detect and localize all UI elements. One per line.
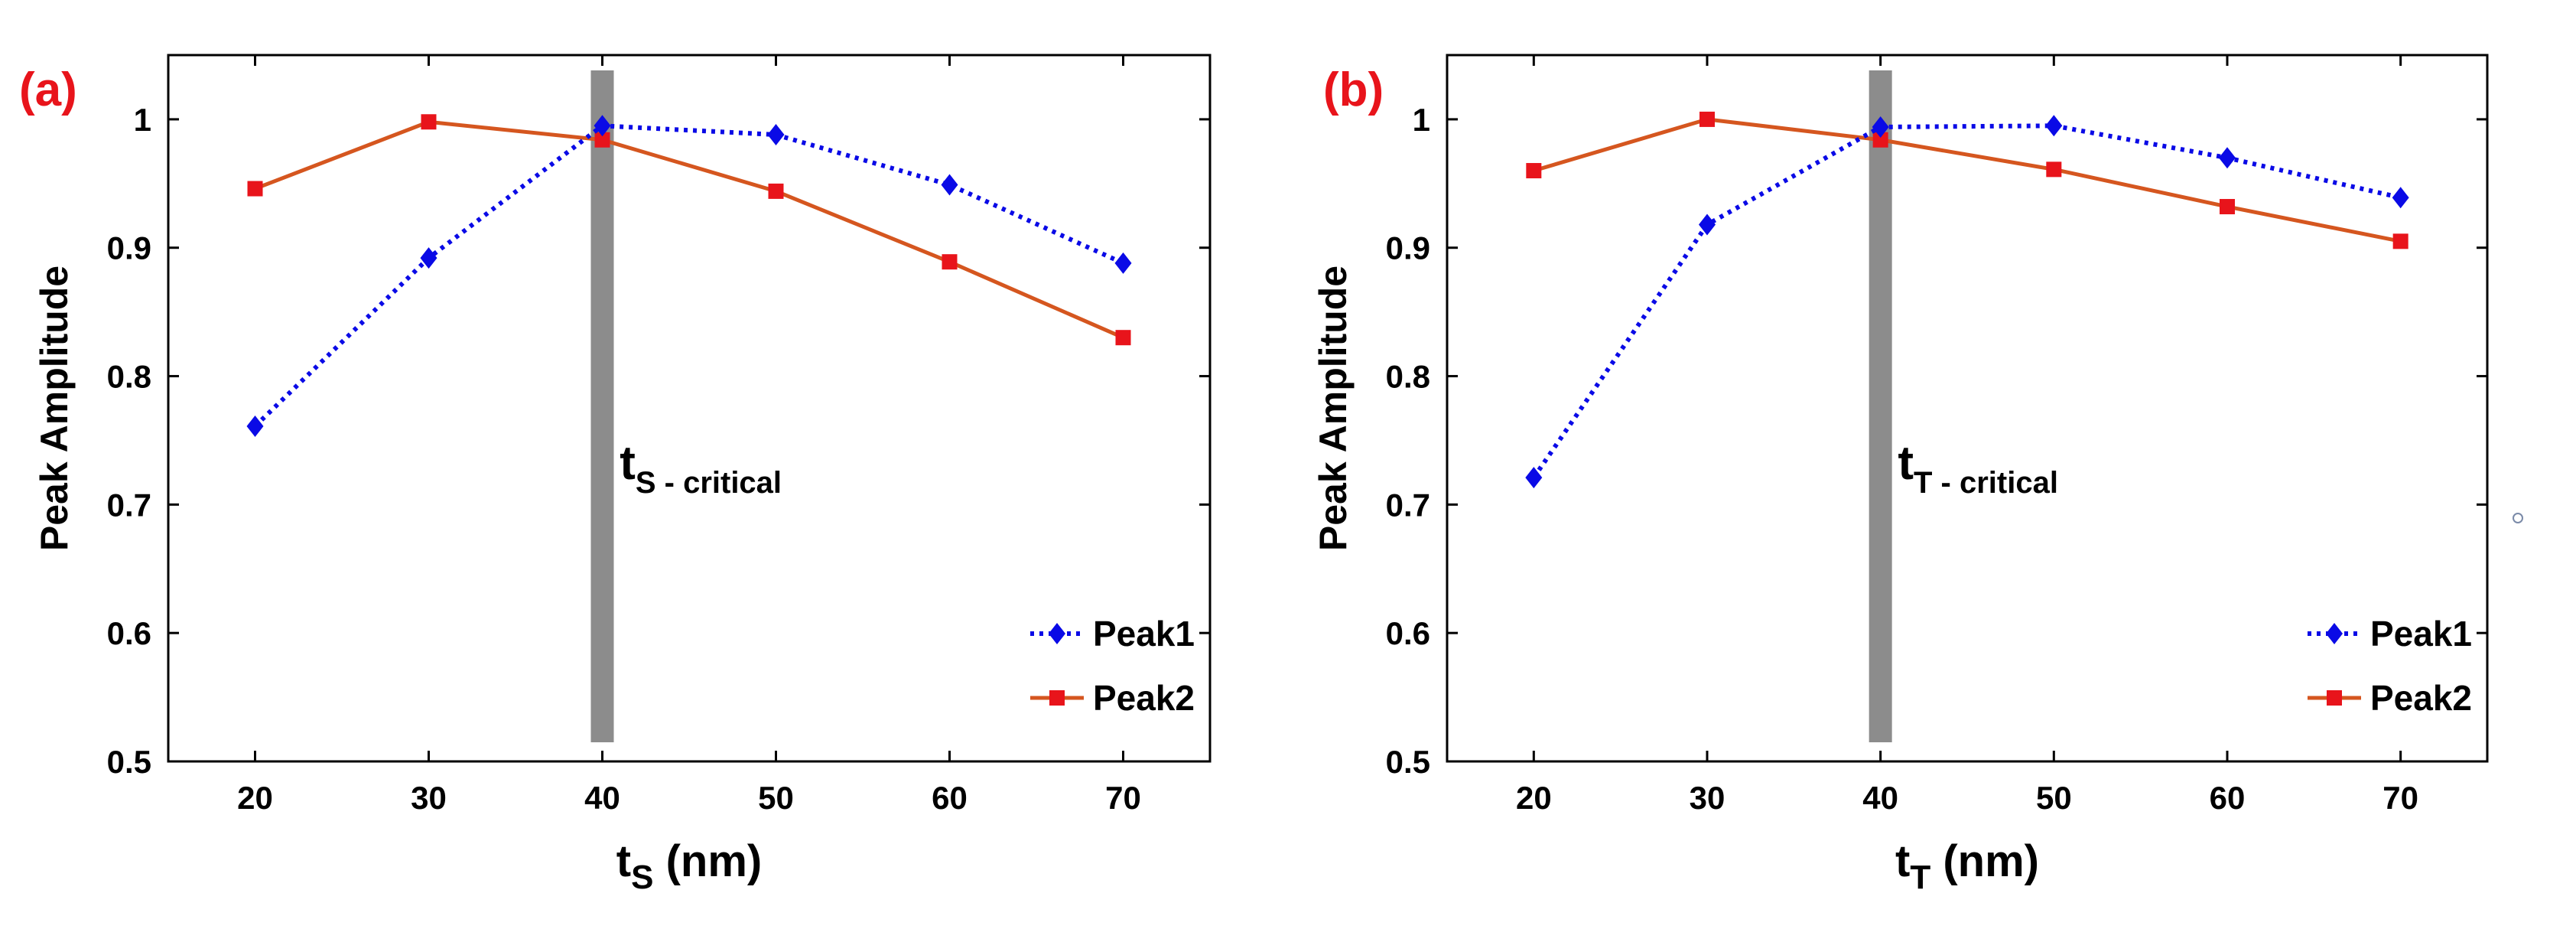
y-tick-label: 0.9 (107, 230, 151, 266)
x-axis-label: tS (nm) (616, 836, 762, 896)
series-line-peak1 (1531, 123, 2402, 479)
y-tick-label: 0.6 (1386, 615, 1430, 651)
data-point-peak2 (247, 181, 263, 197)
data-point-peak1 (1114, 252, 1132, 274)
legend-label-peak1: Peak1 (1093, 614, 1195, 654)
critical-label-main: t (1898, 437, 1914, 490)
data-point-peak2 (2392, 233, 2408, 249)
legend-label-peak2: Peak2 (2370, 678, 2472, 718)
data-point-peak2 (1699, 111, 1715, 127)
data-point-peak1 (2219, 147, 2236, 169)
data-point-peak1 (420, 247, 437, 269)
plot-frame (1446, 54, 2489, 763)
x-axis-label-main: t (1895, 836, 1910, 886)
y-tick-label: 1 (134, 102, 151, 138)
x-axis-label-unit: (nm) (653, 836, 762, 886)
y-tick-label: 0.7 (1386, 487, 1430, 523)
x-tick-label: 40 (1862, 780, 1898, 816)
legend-marker (1049, 690, 1065, 706)
data-point-peak1 (2045, 115, 2063, 137)
y-tick-label: 0.8 (107, 359, 151, 395)
data-point-peak1 (767, 124, 785, 146)
critical-band (590, 70, 614, 742)
x-tick-label: 30 (411, 780, 447, 816)
x-axis-label: tT (nm) (1895, 836, 2039, 896)
legend-marker (1049, 623, 1065, 644)
plot-frame (167, 54, 1212, 763)
y-tick-label: 0.5 (1386, 744, 1430, 780)
critical-label: tT - critical (1898, 437, 2058, 500)
x-tick-label: 20 (1516, 780, 1552, 816)
series-line-peak1 (253, 123, 1124, 429)
data-point-peak1 (1699, 214, 1716, 236)
data-point-peak1 (941, 174, 958, 196)
y-axis-label: Peak Amplitude (1312, 266, 1355, 551)
y-tick-label: 0.9 (1386, 230, 1430, 266)
x-tick-label: 30 (1690, 780, 1725, 816)
data-point-peak2 (2220, 199, 2235, 215)
data-point-peak1 (2392, 187, 2409, 209)
series-line-peak2 (1533, 117, 2402, 243)
legend-marker (2326, 623, 2343, 644)
data-point-peak2 (1872, 132, 1888, 148)
x-tick-label: 60 (932, 780, 968, 816)
legend-label-peak1: Peak1 (2370, 614, 2472, 654)
x-tick-label: 70 (1105, 780, 1141, 816)
x-axis-label-sub: T (1910, 859, 1930, 896)
x-tick-label: 60 (2210, 780, 2246, 816)
x-tick-label: 50 (2036, 780, 2072, 816)
data-point-peak2 (421, 114, 437, 130)
stray-circle-mark (2513, 513, 2523, 523)
data-point-peak1 (246, 415, 264, 437)
chart-panel-2: (b) 20 30 40 50 60 70 0.5 0.6 0.7 0.8 0.9 1 Peak Ampl… (1312, 54, 2489, 896)
data-point-peak1 (1872, 116, 1889, 138)
data-point-peak2 (1115, 330, 1131, 346)
y-axis-label: Peak Amplitude (33, 266, 76, 551)
chart-panel-1: (a) 20 30 40 50 60 70 0.5 0.6 0.7 0.8 0.9 1 Peak Ampl… (19, 54, 1212, 896)
x-tick-label: 50 (758, 780, 794, 816)
data-point-peak1 (1525, 467, 1543, 489)
data-point-peak2 (942, 254, 958, 270)
series-line-peak2 (254, 119, 1124, 340)
x-tick-label: 70 (2382, 780, 2418, 816)
x-tick-label: 20 (237, 780, 273, 816)
critical-label-sub: S - critical (636, 466, 782, 500)
y-tick-label: 1 (1413, 102, 1430, 138)
y-tick-label: 0.5 (107, 744, 151, 780)
data-point-peak2 (2046, 161, 2062, 178)
legend-label-peak2: Peak2 (1093, 678, 1195, 718)
x-axis-label-sub: S (631, 859, 653, 896)
y-tick-label: 0.7 (107, 487, 151, 523)
x-tick-label: 40 (584, 780, 620, 816)
y-tick-label: 0.8 (1386, 359, 1430, 395)
legend-marker (2327, 690, 2342, 706)
critical-label-sub: T - critical (1914, 466, 2058, 500)
x-axis-label-unit: (nm) (1930, 836, 2039, 886)
data-point-peak2 (594, 132, 610, 148)
critical-band (1869, 70, 1892, 742)
x-axis-label-main: t (616, 836, 631, 886)
panel-label: (b) (1323, 64, 1384, 116)
y-tick-label: 0.6 (107, 615, 151, 651)
data-point-peak2 (1526, 163, 1542, 179)
data-point-peak1 (594, 115, 611, 137)
critical-label: tS - critical (620, 437, 782, 500)
critical-label-main: t (620, 437, 636, 490)
data-point-peak2 (768, 183, 784, 199)
panel-label: (a) (19, 64, 77, 116)
